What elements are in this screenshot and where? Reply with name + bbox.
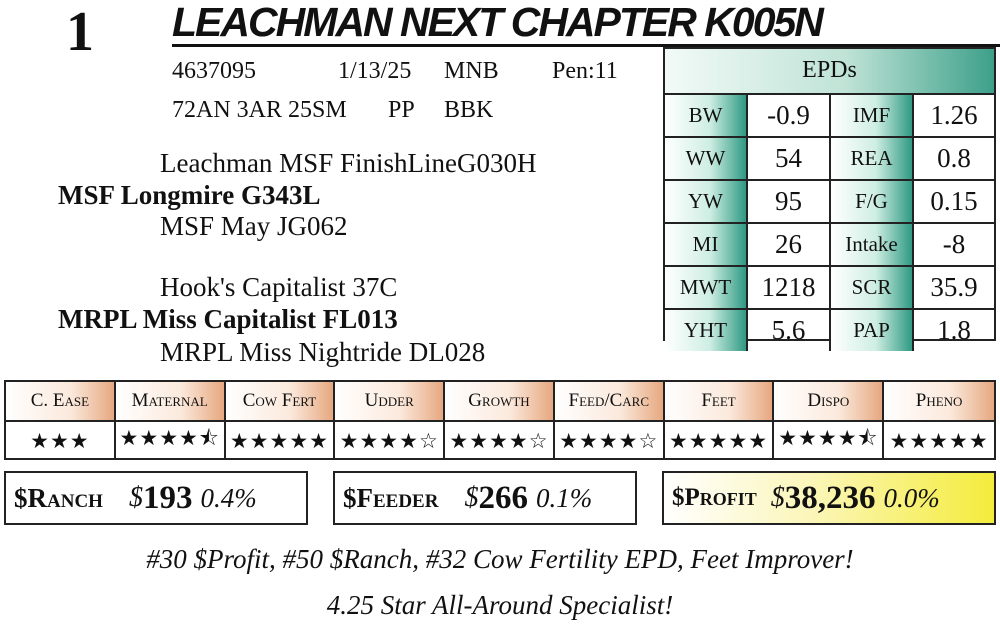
star-rating-icon: ★★★★★	[889, 429, 989, 453]
epd-table-header: EPDs	[665, 49, 994, 95]
epd-value: -0.9	[748, 95, 831, 136]
star-rating-icon: ★★★★⯪	[116, 422, 226, 460]
feeder-index-percentile: 0.1%	[535, 482, 593, 513]
epd-label: YW	[665, 181, 748, 222]
epd-value: 1.8	[937, 315, 971, 345]
profit-index-value: 38,236	[784, 479, 876, 516]
pedigree-sire-sire: Leachman MSF FinishLineG030H	[160, 148, 537, 178]
epd-row: YHT 5.6 PAP 1.8	[665, 310, 994, 351]
epd-value: -8	[942, 229, 966, 259]
epd-row: MI 26 Intake -8	[665, 224, 994, 267]
epd-row: MWT 1218 SCR 35.9	[665, 267, 994, 310]
rating-header-cow-fertility: Cow Fert	[225, 382, 336, 422]
profit-index-percentile: 0.0%	[883, 482, 940, 513]
epd-label: REA	[831, 138, 914, 179]
star-rating-icon: ★★★★☆	[555, 422, 665, 460]
feeder-index-box: $Feeder $ 266 0.1%	[333, 471, 637, 525]
feeder-index-value: 266	[478, 479, 528, 516]
star-rating-icon: ★★★★⯪	[774, 422, 885, 460]
epd-value: 0.8	[937, 143, 971, 173]
rating-header-maternal: Maternal	[115, 382, 226, 422]
comment-line-2: 4.25 Star All-Around Specialist!	[326, 590, 674, 620]
code: MNB	[444, 58, 499, 84]
pedigree-dam-sire: Hook's Capitalist 37C	[160, 272, 398, 302]
star-rating-icon: ★★★★☆	[445, 422, 555, 460]
birth-date: 1/13/25	[338, 58, 412, 84]
epd-value: 95	[748, 181, 831, 222]
rating-header-growth: Growth	[445, 382, 555, 422]
epd-label: SCR	[831, 267, 914, 308]
epd-row: WW 54 REA 0.8	[665, 138, 994, 181]
coat-color: BBK	[444, 97, 494, 123]
rating-header-udder: Udder	[335, 382, 446, 422]
animal-name: LEACHMAN NEXT CHAPTER K005N	[172, 0, 824, 45]
registration-number: 4637095	[172, 58, 256, 84]
epd-label: Intake	[831, 224, 914, 265]
ranch-index-value: 193	[142, 479, 193, 516]
epd-label: PAP	[831, 310, 914, 351]
pedigree-sire-dam: MSF May JG062	[160, 211, 348, 241]
epd-row: YW 95 F/G 0.15	[665, 181, 994, 224]
epd-table: EPDs BW -0.9 IMF 1.26 WW 54 REA 0.8 YW 9…	[663, 47, 996, 351]
title-underline	[172, 44, 1000, 47]
epd-label: BW	[665, 95, 748, 136]
rating-header-phenotype: Pheno	[884, 382, 994, 422]
rating-header-feet: Feet	[664, 382, 775, 422]
star-rating-icon: ★★★★☆	[335, 422, 446, 460]
epd-value: 0.15	[930, 186, 978, 216]
feeder-index-label: $Feeder	[343, 482, 439, 513]
epd-value: 5.6	[748, 310, 831, 351]
ranch-index-box: $Ranch $ 193 0.4%	[4, 471, 308, 525]
epd-value: 1.26	[930, 100, 978, 130]
epd-value: 54	[748, 138, 831, 179]
pen-number: Pen:11	[552, 58, 618, 84]
profit-index-box: $Profit $ 38,236 0.0%	[662, 471, 996, 525]
rating-header-calving-ease: C. Ease	[6, 382, 116, 422]
polled-status: PP	[388, 97, 415, 123]
epd-row: BW -0.9 IMF 1.26	[665, 95, 994, 138]
rating-header-disposition: Dispo	[774, 382, 885, 422]
profit-currency-symbol: $	[770, 482, 785, 513]
pedigree-dam: MRPL Miss Capitalist FL013	[58, 304, 398, 334]
pedigree-dam-dam: MRPL Miss Nightride DL028	[160, 337, 486, 367]
epd-label: F/G	[831, 181, 914, 222]
star-rating-icon: ★★★★★	[665, 422, 775, 460]
epd-label: MWT	[665, 267, 748, 308]
breed-composition: 72AN 3AR 25SM	[172, 97, 347, 123]
epd-value: 1218	[748, 267, 831, 308]
ranch-index-percentile: 0.4%	[200, 482, 257, 513]
star-rating-icon: ★★★★★	[226, 422, 336, 460]
epd-value: 35.9	[930, 272, 978, 302]
star-rating-icon: ★★★	[6, 422, 116, 460]
pedigree-sire: MSF Longmire G343L	[58, 180, 321, 210]
epd-label: WW	[665, 138, 748, 179]
profit-index-label: $Profit	[672, 484, 757, 511]
epd-label: YHT	[665, 310, 748, 351]
ranch-index-label: $Ranch	[14, 482, 103, 513]
epd-label: MI	[665, 224, 748, 265]
feeder-currency-symbol: $	[464, 482, 479, 513]
epd-value: 26	[748, 224, 831, 265]
epd-label: IMF	[831, 95, 914, 136]
ratings-table: C. Ease Maternal Cow Fert Udder Growth F…	[4, 380, 996, 460]
rating-header-feed-carcass: Feed/Carc	[554, 382, 665, 422]
lot-number: 1	[66, 1, 94, 63]
ranch-currency-symbol: $	[128, 482, 143, 513]
comment-line-1: #30 $Profit, #50 $Ranch, #32 Cow Fertili…	[146, 544, 854, 574]
